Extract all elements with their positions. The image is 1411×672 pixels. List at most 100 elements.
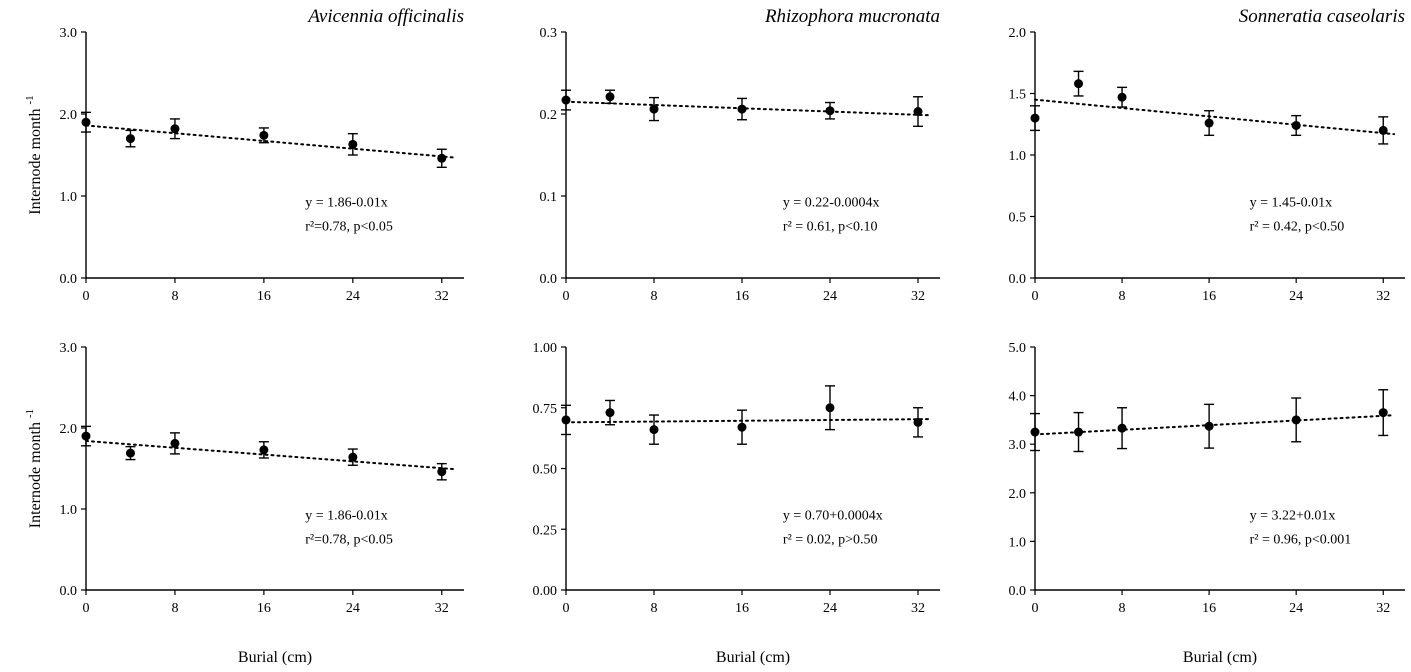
y-tick-label: 0.0 [60, 272, 78, 287]
x-tick-label: 16 [257, 289, 271, 304]
y-tick-label: 0.0 [1009, 272, 1027, 287]
x-tick-label: 32 [911, 601, 925, 616]
data-marker [1291, 120, 1301, 130]
y-tick-label: 0.5 [1009, 211, 1027, 226]
y-tick-label: 1.0 [1009, 149, 1027, 164]
data-point [169, 432, 180, 455]
data-point [825, 385, 835, 431]
x-tick-label: 16 [1202, 289, 1216, 304]
x-tick-label: 32 [435, 601, 449, 616]
data-marker [561, 95, 571, 105]
x-tick-label: 0 [83, 601, 90, 616]
x-tick-label: 0 [563, 289, 570, 304]
data-point [436, 148, 447, 169]
data-point [649, 96, 659, 122]
data-point [737, 409, 747, 445]
data-marker [1378, 408, 1388, 418]
data-marker [437, 467, 447, 477]
data-marker [605, 92, 615, 102]
regression-stat: r²=0.78, p<0.05 [305, 220, 393, 235]
data-marker [825, 403, 835, 413]
x-tick-label: 0 [1032, 289, 1039, 304]
data-marker [605, 408, 615, 418]
data-marker [259, 130, 269, 140]
panel-5: 0.00 0.25 0.50 0.75 1.00 0 8 16 24 32 y = 0.70+0.0… [533, 341, 940, 666]
y-tick-label: 1.00 [533, 341, 558, 356]
data-point [605, 89, 615, 105]
y-tick-label: 1.5 [1009, 88, 1027, 103]
data-point [1030, 105, 1040, 132]
data-point [1073, 70, 1084, 97]
data-point [1030, 412, 1040, 452]
trend-line [1034, 414, 1396, 436]
data-marker [1117, 92, 1127, 102]
trend-line [85, 439, 454, 471]
panel-4: 0.0 1.0 2.0 3.0 0 8 16 24 32 y = 1.86-0.01x r²=0.7… [24, 341, 464, 666]
trend-line [1034, 98, 1396, 136]
data-marker [1204, 421, 1214, 431]
y-tick-label: 2.0 [1009, 487, 1027, 502]
x-tick-label: 24 [1289, 289, 1303, 304]
y-tick-label: 1.0 [60, 503, 78, 518]
data-point [1204, 403, 1215, 449]
data-marker [1030, 113, 1040, 123]
y-tick-label: 0.3 [540, 26, 558, 41]
data-marker [737, 422, 747, 432]
y-tick-label: 3.0 [60, 341, 78, 356]
regression-stat: r² = 0.02, p>0.50 [783, 533, 878, 548]
y-tick-label: 0.0 [60, 584, 78, 599]
data-point [258, 441, 269, 459]
x-tick-label: 8 [651, 601, 658, 616]
data-marker [81, 431, 91, 441]
regression-equation: y = 1.86-0.01x [305, 509, 388, 524]
y-tick-label: 3.0 [1009, 438, 1027, 453]
data-marker [1291, 415, 1301, 425]
y-tick-label: 0.25 [533, 523, 558, 538]
data-point [561, 89, 571, 111]
x-tick-label: 16 [1202, 601, 1216, 616]
regression-equation: y = 1.45-0.01x [1250, 196, 1333, 211]
y-tick-label: 0.0 [540, 272, 558, 287]
y-tick-label: 2.0 [60, 422, 78, 437]
data-point [1117, 407, 1128, 450]
data-point [1378, 116, 1389, 145]
y-tick-label: 4.0 [1009, 390, 1027, 405]
y-tick-label: 1.0 [60, 190, 78, 205]
data-point [347, 448, 358, 466]
x-tick-label: 0 [563, 601, 570, 616]
data-marker [913, 107, 923, 117]
x-tick-label: 8 [1119, 601, 1126, 616]
x-axis-label: Burial (cm) [238, 649, 312, 666]
regression-equation: y = 3.22+0.01x [1250, 509, 1336, 524]
panel-title: Avicennia officinalis [306, 6, 464, 27]
x-axis-label: Burial (cm) [716, 649, 790, 666]
y-axis-label: Internode month -1 [24, 95, 44, 214]
data-marker [437, 153, 447, 163]
data-point [1291, 114, 1302, 137]
x-tick-label: 0 [83, 289, 90, 304]
data-point [649, 414, 659, 445]
panel-title: Rhizophora mucronata [764, 6, 940, 27]
data-point [737, 97, 747, 121]
x-tick-label: 32 [1376, 289, 1390, 304]
panel-6: 0.0 1.0 2.0 3.0 4.0 5.0 0 8 16 24 32 y = 3.22+0.01x… [1009, 341, 1405, 666]
data-point [913, 407, 923, 438]
data-marker [259, 445, 269, 455]
data-marker [1074, 79, 1084, 89]
data-point [258, 127, 269, 144]
panel-2: 0.0 0.1 0.2 0.3 0 8 16 24 32 Rhizophora mucronata… [540, 6, 940, 304]
data-point [1291, 397, 1302, 443]
data-marker [1378, 125, 1388, 135]
data-marker [649, 425, 659, 435]
x-tick-label: 24 [823, 289, 837, 304]
data-point [605, 399, 615, 426]
x-tick-label: 32 [1376, 601, 1390, 616]
x-tick-label: 8 [651, 289, 658, 304]
y-tick-label: 1.0 [1009, 535, 1027, 550]
data-marker [913, 417, 923, 427]
x-tick-label: 16 [257, 601, 271, 616]
regression-stat: r² = 0.96, p<0.001 [1250, 533, 1352, 548]
panel-1: 0.0 1.0 2.0 3.0 0 8 16 24 32 Avicennia officinali… [24, 6, 464, 304]
data-point [81, 111, 91, 133]
data-marker [1204, 118, 1214, 128]
